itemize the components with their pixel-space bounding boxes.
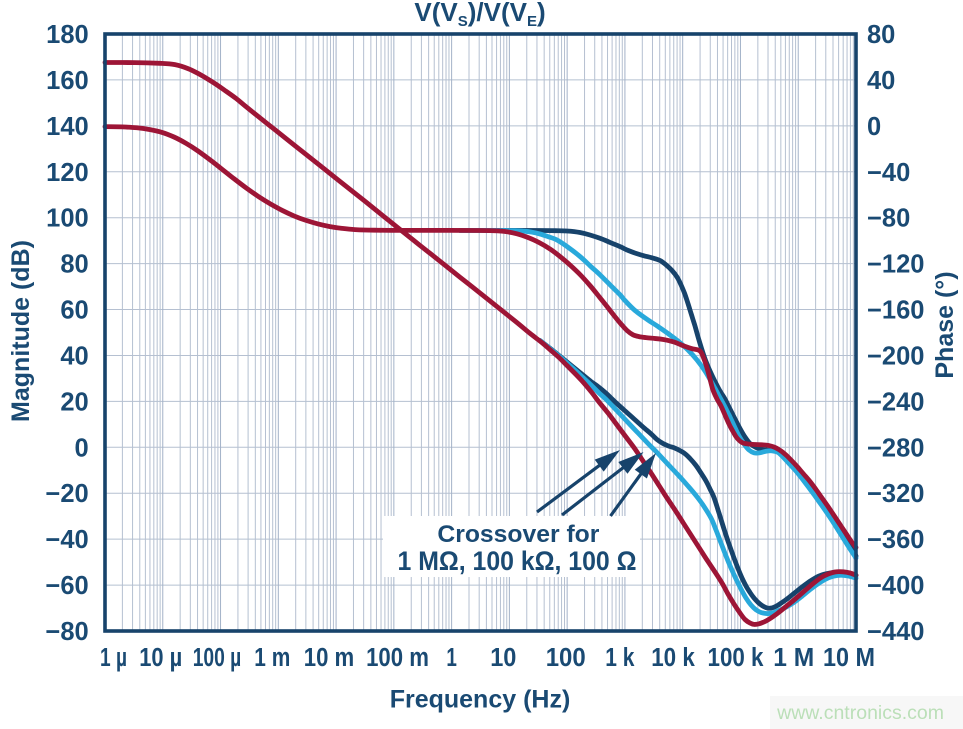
- svg-text:100: 100: [546, 644, 586, 672]
- svg-text:−40: −40: [867, 159, 910, 187]
- svg-text:1: 1: [446, 644, 457, 672]
- svg-text:80: 80: [867, 21, 895, 49]
- svg-text:0: 0: [75, 434, 89, 462]
- svg-text:Crossover for: Crossover for: [437, 521, 599, 548]
- svg-text:60: 60: [60, 297, 88, 325]
- svg-text:−360: −360: [867, 526, 924, 554]
- svg-text:100 µ: 100 µ: [193, 644, 242, 672]
- svg-text:120: 120: [46, 159, 89, 187]
- svg-text:www.cntronics.com: www.cntronics.com: [776, 702, 944, 724]
- svg-text:1 M: 1 M: [773, 644, 814, 672]
- svg-text:140: 140: [46, 113, 89, 141]
- svg-text:10 M: 10 M: [823, 644, 875, 672]
- svg-text:100: 100: [46, 205, 89, 233]
- svg-text:−80: −80: [45, 618, 88, 646]
- svg-text:1 k: 1 k: [605, 644, 635, 672]
- svg-text:10 k: 10 k: [651, 644, 695, 672]
- svg-text:Frequency (Hz): Frequency (Hz): [390, 686, 571, 714]
- svg-text:10 µ: 10 µ: [139, 644, 182, 672]
- svg-text:−40: −40: [45, 526, 88, 554]
- svg-text:40: 40: [867, 67, 895, 95]
- svg-text:−320: −320: [867, 480, 924, 508]
- svg-text:10: 10: [490, 644, 516, 672]
- svg-text:1 m: 1 m: [254, 644, 290, 672]
- svg-text:180: 180: [46, 21, 89, 49]
- svg-text:Phase (°): Phase (°): [931, 271, 959, 378]
- svg-text:−60: −60: [45, 572, 88, 600]
- svg-text:−80: −80: [867, 205, 910, 233]
- svg-text:160: 160: [46, 67, 89, 95]
- svg-text:−400: −400: [867, 572, 924, 600]
- svg-text:−240: −240: [867, 388, 924, 416]
- svg-text:20: 20: [60, 388, 88, 416]
- svg-text:−120: −120: [867, 251, 924, 279]
- svg-text:−280: −280: [867, 434, 924, 462]
- svg-text:1 MΩ, 100 kΩ, 100 Ω: 1 MΩ, 100 kΩ, 100 Ω: [398, 546, 637, 576]
- svg-text:−200: −200: [867, 343, 924, 371]
- svg-text:10 m: 10 m: [304, 644, 355, 672]
- svg-text:−20: −20: [45, 480, 88, 508]
- svg-text:80: 80: [60, 251, 88, 279]
- svg-text:−160: −160: [867, 297, 924, 325]
- svg-text:V(VS)/V(VE): V(VS)/V(VE): [414, 0, 545, 30]
- svg-text:100 k: 100 k: [708, 644, 765, 672]
- svg-text:40: 40: [60, 343, 88, 371]
- svg-text:100 m: 100 m: [366, 644, 429, 672]
- svg-text:1 µ: 1 µ: [100, 644, 127, 672]
- svg-text:Magnitude (dB): Magnitude (dB): [7, 240, 35, 422]
- svg-text:−440: −440: [867, 618, 924, 646]
- svg-text:0: 0: [867, 113, 881, 141]
